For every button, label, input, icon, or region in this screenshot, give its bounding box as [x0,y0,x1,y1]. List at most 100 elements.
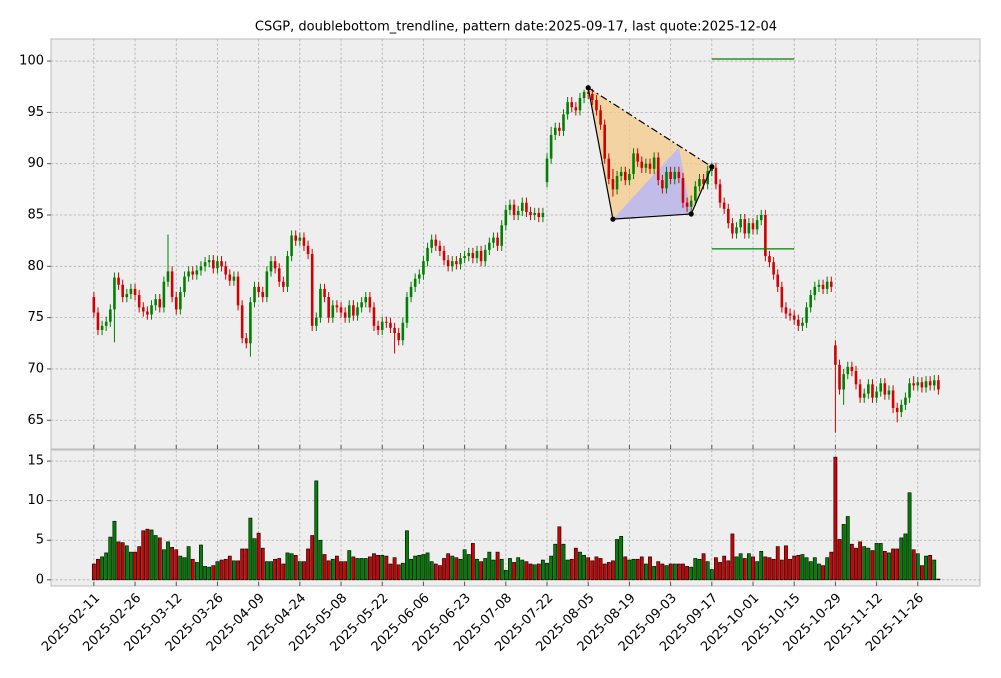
candle-body [801,322,804,326]
volume-bar [512,562,516,581]
volume-bar [660,563,665,581]
candle-body [652,157,656,169]
volume-bar [91,563,96,581]
candle-body [529,211,532,216]
candle-body [96,312,100,330]
volume-bar [652,566,657,581]
candle-body [570,102,574,108]
candle-body [166,271,170,282]
volume-bar [788,558,792,581]
candle-body [875,391,878,398]
candle-body [203,262,207,267]
volume-bar [182,557,187,581]
volume-bar [817,563,821,581]
volume-bar [297,561,302,581]
volume-bar [520,559,525,581]
volume-bar [409,558,413,581]
volume-bar [854,547,858,581]
candle-body [290,235,293,257]
volume-bar [672,563,677,581]
volume-bar [639,556,644,581]
volume-bar [133,551,137,581]
volume-bar [701,553,706,581]
candle-body [759,215,763,221]
candle-body [310,254,314,326]
volume-bar [627,559,632,581]
candle-body [677,171,681,179]
volume-bar [812,557,817,581]
candle-body [640,161,644,168]
candle-body [525,202,528,212]
y-tick-label: 85 [27,208,44,223]
candle-body [920,382,924,388]
candle-body [459,258,462,265]
volume-bar [920,565,924,581]
candle-body [871,384,874,398]
volume-bar [211,565,216,581]
candle-body [434,239,438,246]
candle-body [224,266,227,275]
volume-bar [392,557,397,581]
candle-body [694,186,697,201]
volume-bar [540,559,545,581]
volume-bar [685,566,689,581]
volume-bar [565,559,570,581]
y-tick-label: 70 [27,361,44,376]
volume-bar [104,552,109,581]
candle-body [504,209,508,226]
candle-body [191,271,195,275]
volume-bar [458,558,463,581]
candle-body [220,261,223,267]
volume-bar [800,554,805,581]
candle-body [714,167,718,185]
volume-bar [553,543,558,581]
volume-bar [429,561,434,581]
candle-body [488,242,491,250]
y-tick-label: 100 [19,54,44,69]
volume-bar [569,558,574,581]
volume-bar [689,566,694,581]
candle-body [385,321,388,323]
candle-body [323,288,326,298]
volume-bar [804,557,809,581]
candle-body [722,202,726,209]
volume-bar [194,562,199,581]
candle-body [273,261,277,269]
volume-bar [108,536,113,581]
volume-bar [833,456,838,581]
volume-bar [767,557,772,581]
candle-body [471,252,475,259]
candle-body [764,215,767,257]
volume-bar [635,558,640,581]
candle-body [360,302,363,308]
candle-body [368,297,372,308]
volume-bar [561,543,566,581]
volume-bar [260,547,265,581]
candle-body [187,271,190,277]
candle-body [611,179,615,190]
volume-bar [619,535,624,581]
y-tick-label: 90 [27,156,44,171]
volume-bar [825,557,830,581]
candle-body [183,276,186,292]
candle-body [372,307,376,326]
candle-body [137,295,141,308]
volume-bar [693,558,698,581]
candle-body [356,307,359,316]
candle-body [595,100,598,111]
volume-bar [903,533,908,581]
candle-body [306,245,310,255]
volume-bar [714,557,718,581]
candle-body [228,274,232,281]
candle-body [537,212,541,218]
candle-body [294,235,298,241]
candle-body [932,380,936,386]
candle-body [912,383,915,386]
volume-bar [866,547,871,581]
volume-bar [306,548,310,581]
candle-body [541,212,545,218]
volume-bar [450,555,455,581]
candle-body [520,202,524,211]
candle-body [146,311,149,315]
volume-bar [582,554,586,581]
